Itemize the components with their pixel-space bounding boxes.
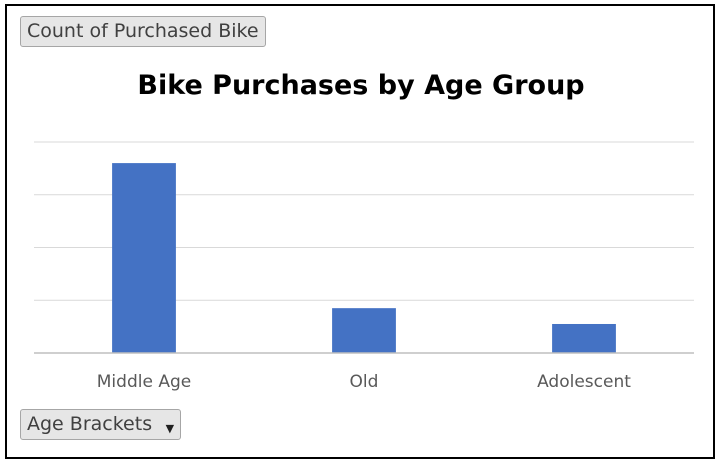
value-field-label: Count of Purchased Bike [27,20,259,42]
axis-field-label: Age Brackets [27,413,153,435]
dropdown-arrow-icon[interactable]: ▼ [165,422,175,435]
bar-middle-age[interactable] [112,163,176,353]
value-field-button[interactable]: Count of Purchased Bike [20,16,266,47]
bar-adolescent[interactable] [552,323,616,353]
bar-old[interactable] [332,308,396,353]
axis-field-button[interactable]: Age Brackets ▼ [20,409,182,440]
bars [112,163,616,353]
category-label: Old [350,372,379,392]
category-labels: Middle Age Old Adolescent [97,372,631,392]
category-label: Adolescent [537,372,631,392]
chart-title: Bike Purchases by Age Group [137,70,585,101]
category-label: Middle Age [97,372,191,392]
